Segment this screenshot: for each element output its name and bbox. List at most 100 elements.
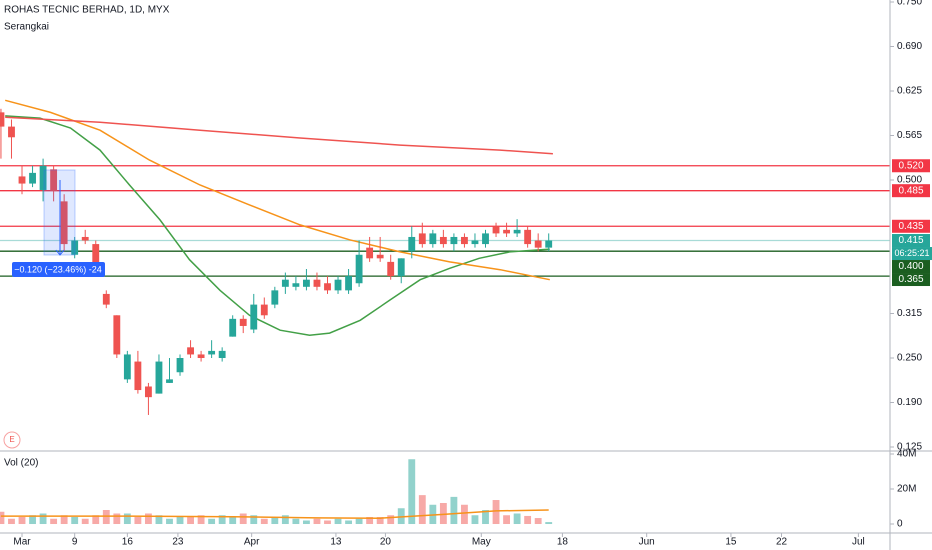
volume-bar xyxy=(271,517,279,525)
volume-bar xyxy=(50,518,58,525)
candle-body xyxy=(144,386,152,398)
candle-body xyxy=(471,240,479,245)
level-label: 0.485 xyxy=(898,185,923,196)
candle-body xyxy=(534,240,542,248)
candle-body xyxy=(260,304,268,316)
volume-bar xyxy=(208,518,216,525)
volume-bar xyxy=(123,513,131,525)
measure-arrow-head xyxy=(55,249,65,256)
event-icon[interactable] xyxy=(3,431,21,449)
volume-bar xyxy=(229,517,237,525)
candle-body xyxy=(545,240,553,248)
x-tick-label: Jun xyxy=(639,537,655,548)
volume-bar xyxy=(545,522,553,525)
candle-body xyxy=(345,276,352,291)
volume-bar xyxy=(260,518,268,525)
volume-bar xyxy=(218,515,226,525)
moving-average xyxy=(5,115,550,336)
candle-body xyxy=(429,233,437,245)
candle-body xyxy=(482,233,489,245)
volume-bar xyxy=(92,515,100,525)
candle-body xyxy=(503,229,510,234)
volume-bar xyxy=(513,513,521,525)
volume-bar xyxy=(292,518,300,525)
volume-bar xyxy=(81,518,89,525)
candle-body xyxy=(39,165,47,190)
volume-bar xyxy=(450,496,458,525)
candle-body xyxy=(197,354,205,359)
volume-bar xyxy=(250,515,258,525)
y-tick-label: 0.315 xyxy=(897,308,922,319)
candle-body xyxy=(123,354,131,380)
candle-body xyxy=(229,318,237,337)
x-tick-label: 13 xyxy=(330,537,342,548)
moving-average xyxy=(5,99,550,281)
volume-bar xyxy=(418,495,426,525)
candle-body xyxy=(113,315,121,355)
chart-subtitle: Serangkai xyxy=(4,22,49,33)
candle-body xyxy=(524,229,532,245)
candle-body xyxy=(8,126,15,138)
candle-body xyxy=(439,236,447,245)
countdown-box xyxy=(892,247,932,261)
volume-bar xyxy=(387,515,395,525)
volume-bar xyxy=(439,503,447,525)
volume-bar xyxy=(39,513,47,525)
volume-bar xyxy=(239,513,247,525)
volume-bar xyxy=(197,515,205,525)
volume-bar xyxy=(113,513,121,525)
candle-body xyxy=(250,304,258,330)
candle-body xyxy=(271,290,279,305)
volume-bar xyxy=(345,520,352,525)
candle-body xyxy=(0,112,5,127)
level-label-box xyxy=(892,234,930,248)
volume-bar xyxy=(0,511,5,525)
x-tick-label: 15 xyxy=(725,537,737,548)
volume-bar xyxy=(18,517,26,525)
volume-bar xyxy=(144,513,152,525)
candle-body xyxy=(239,318,247,326)
volume-bar xyxy=(471,515,479,525)
volume-bar xyxy=(355,518,363,525)
moving-average xyxy=(5,116,553,155)
volume-bar xyxy=(397,508,405,525)
candle-body xyxy=(187,347,194,355)
y-tick-label: 0.690 xyxy=(897,41,922,52)
level-label: 0.365 xyxy=(898,274,923,285)
candle-body xyxy=(376,254,384,259)
candle-body xyxy=(418,233,426,245)
volume-bar xyxy=(71,517,79,525)
candle-body xyxy=(303,279,310,287)
candle-body xyxy=(50,169,58,191)
y-tick-label: 0.565 xyxy=(897,130,922,141)
y-tick-label: 0.190 xyxy=(897,397,922,408)
candle-body xyxy=(397,258,405,277)
volume-bar xyxy=(102,510,110,525)
y-tick-label: 0.500 xyxy=(897,175,922,186)
level-label: 0.435 xyxy=(898,221,923,232)
level-label-box xyxy=(892,219,930,233)
candle-body xyxy=(513,229,521,234)
candle-body xyxy=(60,201,68,245)
x-tick-label: May xyxy=(472,537,491,548)
x-tick-label: 16 xyxy=(122,537,134,548)
volume-bar xyxy=(134,517,142,525)
volume-ma xyxy=(0,509,549,519)
level-label: 0.400 xyxy=(898,261,923,272)
y-tick-label: 0.125 xyxy=(897,442,922,453)
countdown: 06:25:21 xyxy=(894,248,929,258)
candle-body xyxy=(18,176,26,184)
candle-body xyxy=(29,172,36,184)
volume-bar xyxy=(482,510,489,525)
candle-body xyxy=(281,279,289,287)
volume-bar xyxy=(8,518,15,525)
candle-body xyxy=(155,361,163,394)
volume-bar xyxy=(534,518,542,525)
volume-bar xyxy=(492,500,500,525)
candle-body xyxy=(92,244,100,270)
candle-body xyxy=(134,361,142,391)
candle-body xyxy=(324,283,331,291)
volume-bar xyxy=(408,459,416,525)
